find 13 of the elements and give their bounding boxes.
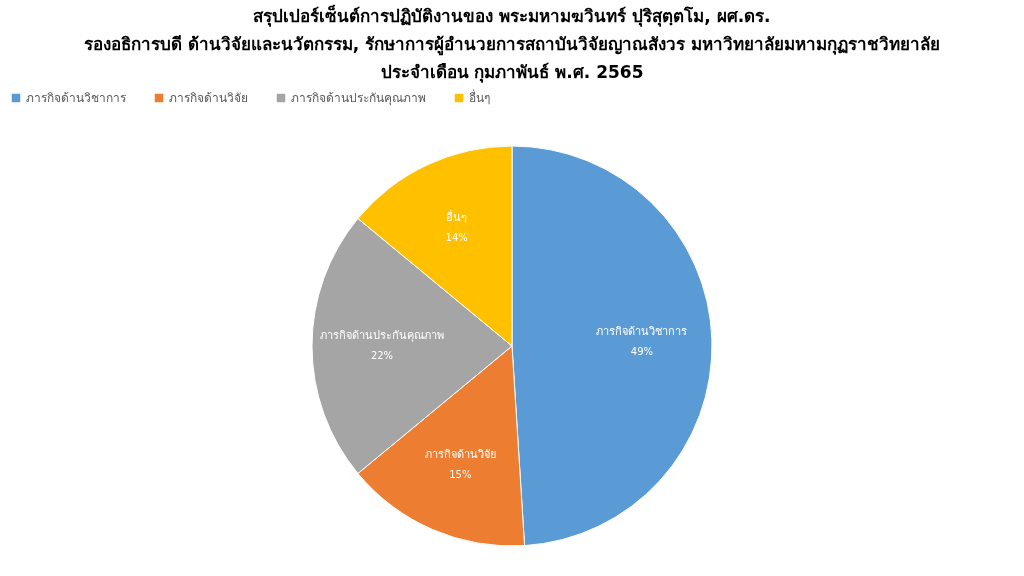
slice-label: ภารกิจด้านประกันคุณภาพ <box>320 329 444 342</box>
data-label: 14% <box>445 232 468 244</box>
data-label: 15% <box>449 469 472 481</box>
legend-label: อื่นๆ <box>469 89 490 105</box>
legend-label: ภารกิจด้านวิชาการ <box>26 91 127 105</box>
slice-label: อื่นๆ <box>446 209 468 225</box>
legend-label: ภารกิจด้านประกันคุณภาพ <box>291 91 426 106</box>
data-label: 22% <box>370 350 394 361</box>
slice-label: ภารกิจด้านวิจัย <box>424 448 496 462</box>
chart-title: สรุปเปอร์เซ็นต์การปฏิบัติงานของ พระมหามฆวินทร์ ปุริสุตฺตโม, ผศ.ดร. รองอธิการบดี ด้านวิจัยและนวัตกรรม, รักษาการผู้อำนวยการสถาบันวิจัยญาณสังวร มหาวิทยาลัยมหามกุฏราชวิทยาลัย ประจำเดือน กุมภาพันธ์ พ.ศ. 2565 <box>83 4 941 83</box>
data-label: 49% <box>630 345 654 357</box>
slice-label: ภารกิจด้านวิชาการ <box>596 324 688 338</box>
legend-label: ภารกิจด้านวิจัย <box>169 91 248 105</box>
